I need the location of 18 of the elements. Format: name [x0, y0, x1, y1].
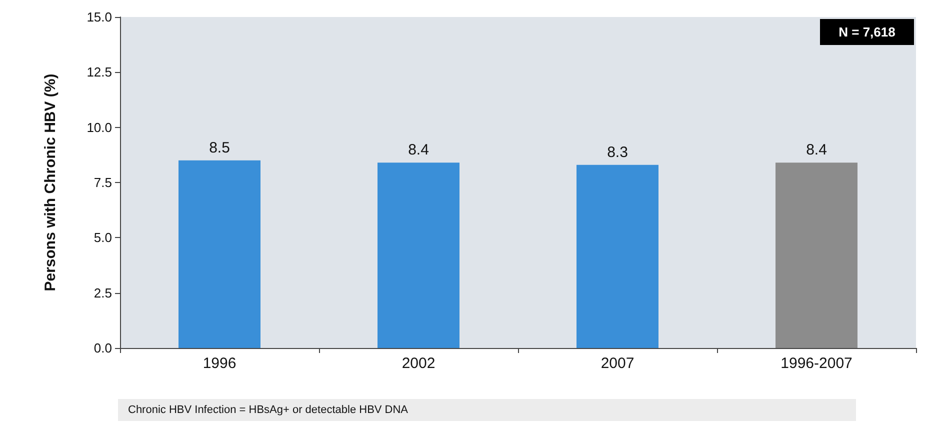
- data-label: 8.4: [806, 142, 827, 159]
- x-tick-label: 1996: [202, 355, 236, 372]
- annotation: N = 7,618: [838, 24, 896, 40]
- y-tick-label: 15.0: [86, 10, 112, 24]
- data-label: 8.5: [209, 139, 230, 156]
- x-tick-label: 1996-2007: [780, 355, 852, 372]
- y-tick-label: 7.5: [94, 175, 112, 190]
- y-tick-label: 10.0: [86, 120, 112, 135]
- data-label: 8.3: [607, 144, 628, 161]
- y-tick-label: 5.0: [94, 230, 112, 246]
- text: Chronic HBV Infection = HBsAg+ or detectable HBV DNA: [128, 404, 409, 416]
- x-tick-label: 2007: [600, 355, 634, 372]
- data-label: 8.4: [408, 142, 429, 159]
- y-tick-label: 2.5: [94, 285, 112, 300]
- y-tick-label: 0.0: [94, 340, 112, 356]
- y-axis-title: Persons with Chronic HBV (%): [42, 74, 59, 292]
- x-tick-label: 2002: [402, 355, 436, 372]
- y-tick-label: 12.5: [86, 64, 112, 80]
